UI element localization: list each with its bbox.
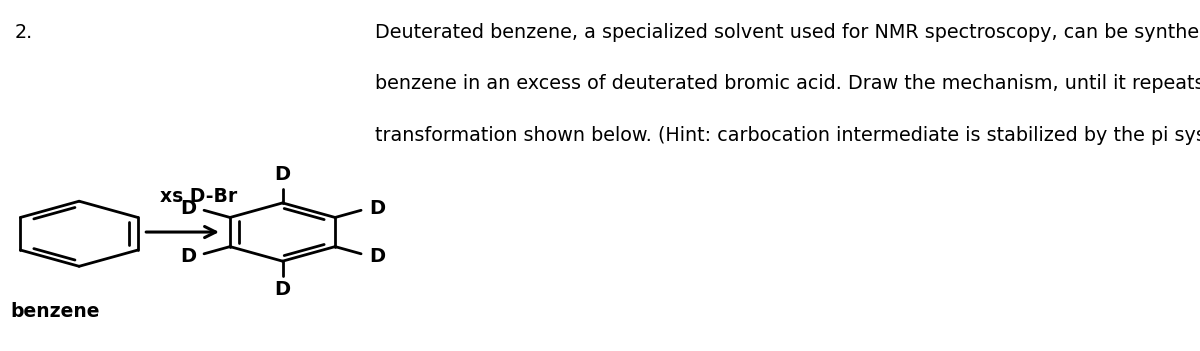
Text: D: D — [180, 199, 196, 218]
Text: 2.: 2. — [14, 23, 34, 42]
Text: D: D — [370, 199, 385, 218]
Text: D: D — [275, 165, 290, 184]
Text: xs D-Br: xs D-Br — [160, 187, 238, 206]
Text: D: D — [275, 280, 290, 299]
Text: benzene in an excess of deuterated bromic acid. Draw the mechanism, until it rep: benzene in an excess of deuterated bromi… — [376, 74, 1200, 93]
Text: Deuterated benzene, a specialized solvent used for NMR spectroscopy, can be synt: Deuterated benzene, a specialized solven… — [376, 23, 1200, 42]
Text: D: D — [370, 246, 385, 265]
Text: D: D — [180, 246, 196, 265]
Text: benzene: benzene — [11, 302, 101, 321]
Text: transformation shown below. (Hint: carbocation intermediate is stabilized by the: transformation shown below. (Hint: carbo… — [376, 126, 1200, 145]
